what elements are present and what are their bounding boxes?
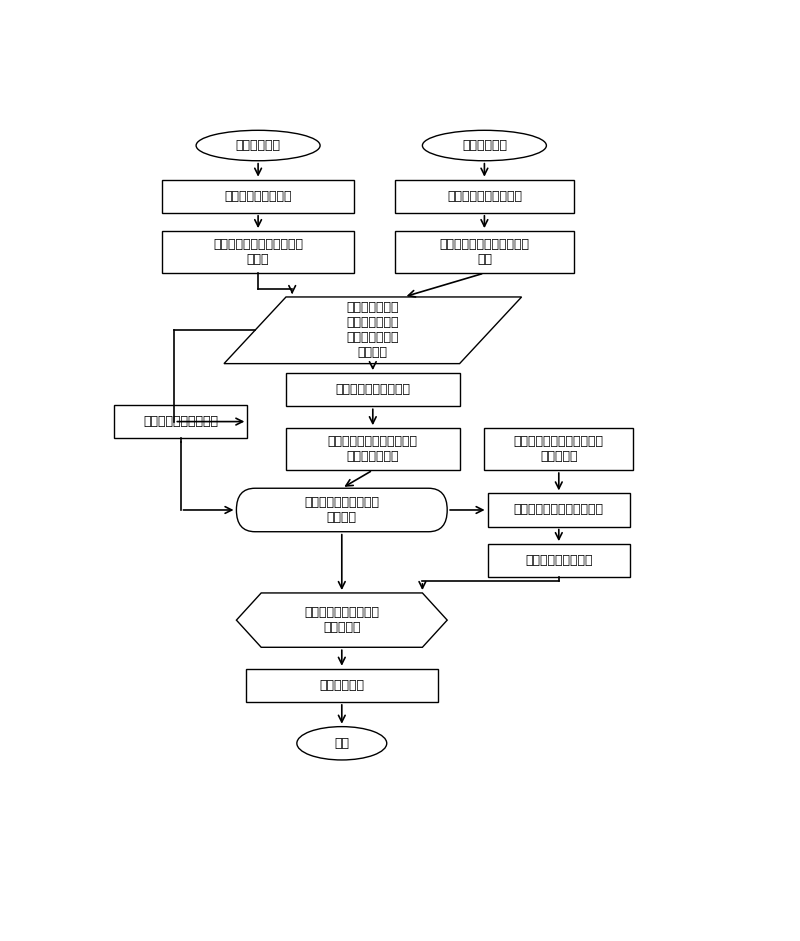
FancyBboxPatch shape bbox=[162, 231, 354, 273]
FancyBboxPatch shape bbox=[162, 180, 354, 213]
Text: 计算子区间的样本个数: 计算子区间的样本个数 bbox=[335, 383, 410, 396]
FancyBboxPatch shape bbox=[246, 669, 438, 702]
FancyBboxPatch shape bbox=[237, 488, 447, 532]
FancyBboxPatch shape bbox=[487, 493, 630, 527]
Text: 确定模拟时间跨度和模拟样
本点数: 确定模拟时间跨度和模拟样 本点数 bbox=[213, 238, 303, 266]
FancyBboxPatch shape bbox=[487, 544, 630, 578]
Text: 结构特性分析: 结构特性分析 bbox=[236, 139, 281, 152]
Text: 结束: 结束 bbox=[334, 737, 350, 750]
Text: 计算温度和温差的概率密度
函数: 计算温度和温差的概率密度 函数 bbox=[439, 238, 530, 266]
Text: 进行温度重排，获取模
拟温度时程: 进行温度重排，获取模 拟温度时程 bbox=[304, 606, 379, 634]
FancyBboxPatch shape bbox=[114, 405, 247, 439]
Text: 选取参考点，计算温差: 选取参考点，计算温差 bbox=[447, 190, 522, 202]
Polygon shape bbox=[237, 593, 447, 647]
Text: 完整的模拟温度和温差
样本序列: 完整的模拟温度和温差 样本序列 bbox=[304, 496, 379, 524]
FancyBboxPatch shape bbox=[394, 180, 574, 213]
Text: 现场实测数据: 现场实测数据 bbox=[462, 139, 507, 152]
FancyBboxPatch shape bbox=[286, 373, 459, 407]
Text: 生成温度样本参考値: 生成温度样本参考値 bbox=[525, 554, 593, 567]
Text: 四季的日最高温度区间和最
低温度区间: 四季的日最高温度区间和最 低温度区间 bbox=[514, 435, 604, 463]
Ellipse shape bbox=[196, 130, 320, 161]
Text: 全寿命评估需求分析: 全寿命评估需求分析 bbox=[224, 190, 292, 202]
Text: 生成区间外的模拟样本: 生成区间外的模拟样本 bbox=[143, 415, 218, 428]
Text: 极値分析得出模
拟温度和温差区
间以及区间外的
样本个数: 极値分析得出模 拟温度和温差区 间以及区间外的 样本个数 bbox=[346, 301, 399, 359]
Text: 采用逆变换抜样方法生成每
个子区间的样本: 采用逆变换抜样方法生成每 个子区间的样本 bbox=[328, 435, 418, 463]
Text: 查看分析结果: 查看分析结果 bbox=[319, 678, 364, 692]
Ellipse shape bbox=[297, 726, 386, 760]
FancyBboxPatch shape bbox=[485, 428, 634, 470]
FancyBboxPatch shape bbox=[394, 231, 574, 273]
Polygon shape bbox=[224, 297, 522, 363]
FancyBboxPatch shape bbox=[286, 428, 459, 470]
Ellipse shape bbox=[422, 130, 546, 161]
Text: 确定日最高温度和最低温度: 确定日最高温度和最低温度 bbox=[514, 503, 604, 517]
